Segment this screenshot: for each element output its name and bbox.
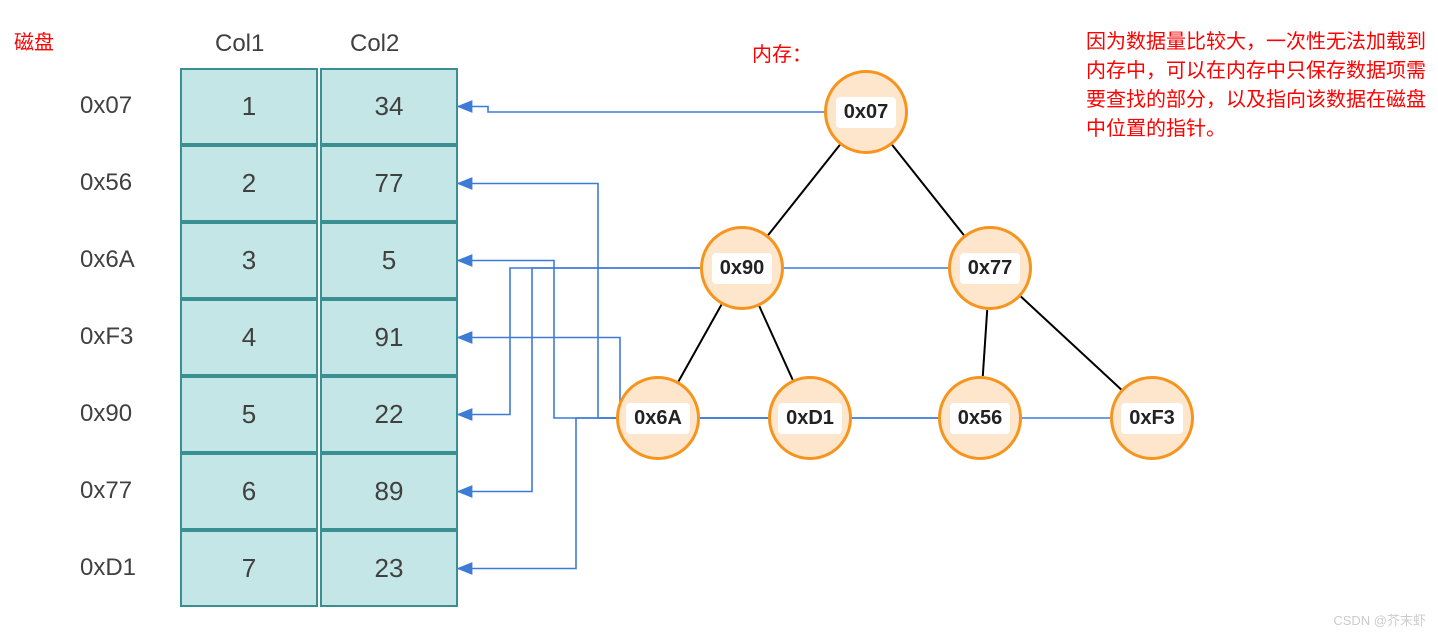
table-cell: 6 [180,453,318,530]
tree-edge [983,310,987,376]
column-header: Col1 [215,30,264,58]
pointer-arrow [458,261,616,419]
disk-label: 磁盘 [14,26,54,55]
tree-edge [1021,297,1121,390]
row-address: 0xD1 [80,554,136,582]
tree-edge [768,145,840,235]
pointer-arrow [458,418,768,569]
tree-node-label: 0x07 [836,97,897,128]
tree-node-label: 0x77 [960,253,1021,284]
row-address: 0x90 [80,400,132,428]
table-cell: 5 [180,376,318,453]
tree-node-label: 0x90 [712,253,773,284]
explain-text: 因为数据量比较大，一次性无法加载到内存中，可以在内存中只保存数据项需要查找的部分… [1086,28,1426,144]
row-address: 0x77 [80,477,132,505]
tree-node: 0xD1 [768,376,852,460]
row-address: 0xF3 [80,323,133,351]
tree-node-label: 0xD1 [778,403,842,434]
memory-label: 内存： [752,38,812,67]
table-cell: 1 [180,68,318,145]
tree-node: 0xF3 [1110,376,1194,460]
table-cell: 34 [320,68,458,145]
table-cell: 2 [180,145,318,222]
row-address: 0x56 [80,169,132,197]
table-cell: 4 [180,299,318,376]
pointer-arrow [458,184,938,419]
pointer-arrow [458,268,948,492]
tree-edge [759,306,792,379]
tree-node: 0x56 [938,376,1022,460]
pointer-arrow [458,107,824,113]
table-cell: 77 [320,145,458,222]
tree-node: 0x77 [948,226,1032,310]
row-address: 0x07 [80,92,132,120]
table-cell: 89 [320,453,458,530]
tree-node: 0x90 [700,226,784,310]
tree-node-label: 0x6A [626,403,690,434]
tree-node: 0x07 [824,70,908,154]
tree-node: 0x6A [616,376,700,460]
tree-edge [679,305,722,382]
table-cell: 91 [320,299,458,376]
table-cell: 22 [320,376,458,453]
table-cell: 3 [180,222,318,299]
table-cell: 23 [320,530,458,607]
watermark: CSDN @芥末虾 [1333,610,1426,629]
column-header: Col2 [350,30,399,58]
row-address: 0x6A [80,246,135,274]
tree-node-label: 0xF3 [1121,403,1183,434]
table-cell: 5 [320,222,458,299]
table-cell: 7 [180,530,318,607]
tree-edge [892,145,964,235]
tree-node-label: 0x56 [950,403,1011,434]
